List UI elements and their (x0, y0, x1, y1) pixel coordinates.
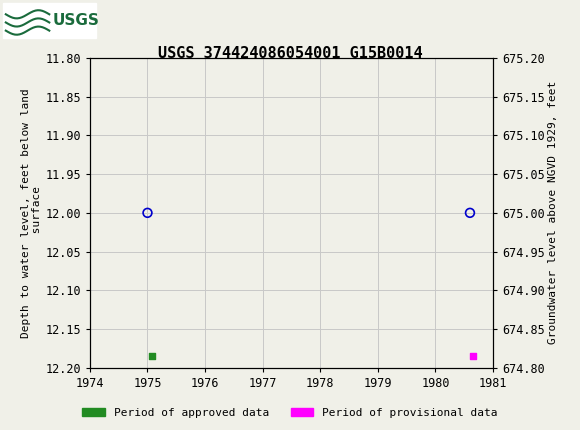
Point (147, 353, 156, 359)
Text: USGS 374424086054001 G15B0014: USGS 374424086054001 G15B0014 (158, 46, 422, 61)
Y-axis label: Depth to water level, feet below land
 surface: Depth to water level, feet below land su… (21, 88, 42, 338)
Point (465, 209, 474, 216)
Legend: Period of approved data, Period of provisional data: Period of approved data, Period of provi… (78, 403, 502, 422)
Bar (3, 3, 96, 37)
Point (468, 353, 477, 359)
Text: USGS: USGS (52, 13, 99, 28)
Y-axis label: Groundwater level above NGVD 1929, feet: Groundwater level above NGVD 1929, feet (548, 81, 557, 344)
Point (143, 209, 152, 216)
